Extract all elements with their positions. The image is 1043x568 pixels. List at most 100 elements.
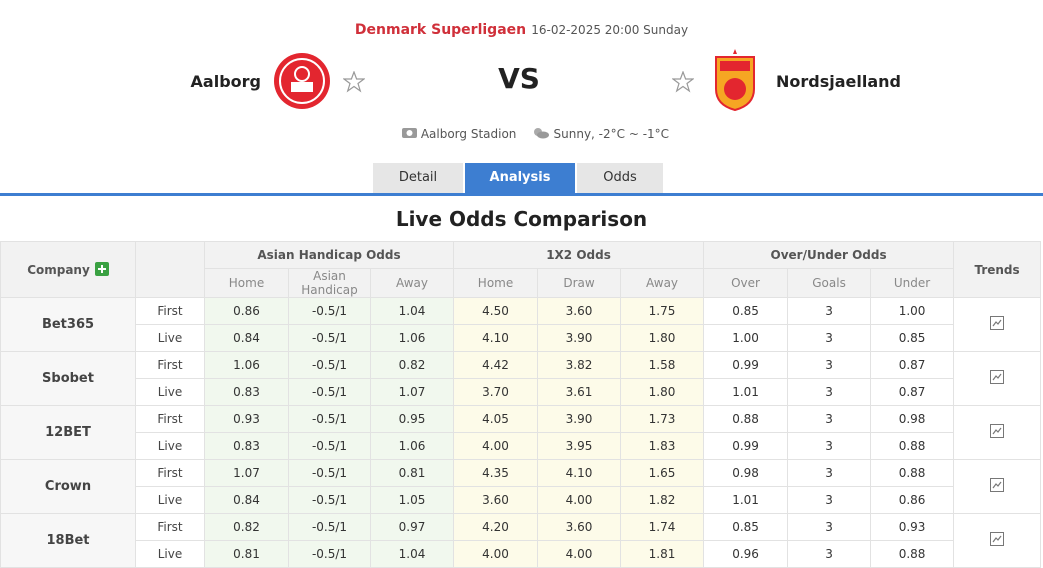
trend-icon[interactable] — [990, 370, 1005, 384]
odds-value: 3.70 — [453, 378, 539, 406]
odds-value: -0.5/1 — [288, 486, 371, 514]
trends-cell — [953, 351, 1042, 406]
odds-value: 3 — [787, 432, 872, 460]
odds-value: 4.10 — [537, 459, 622, 487]
odds-value: 0.83 — [204, 432, 289, 460]
column-header: Under — [870, 268, 955, 298]
expand-icon[interactable] — [94, 262, 109, 276]
column-header: Home — [204, 268, 289, 298]
odds-value: 3 — [787, 513, 872, 541]
odds-value: 0.85 — [703, 513, 789, 541]
match-meta: Denmark Superligaen 16-02-2025 20:00 Sun… — [0, 19, 1043, 38]
odds-value: 1.04 — [369, 540, 455, 568]
odds-value: -0.5/1 — [288, 405, 371, 433]
section-title: Live Odds Comparison — [395, 207, 648, 231]
odds-value: 0.85 — [703, 297, 789, 325]
venue: Aalborg Stadion — [420, 127, 517, 141]
odds-value: 0.88 — [703, 405, 789, 433]
odds-value: -0.5/1 — [288, 351, 371, 379]
odds-value: 3.95 — [537, 432, 622, 460]
odds-value: 3.90 — [537, 324, 622, 352]
odds-type: Live — [135, 432, 205, 460]
odds-value: 1.07 — [369, 378, 455, 406]
tab[interactable]: Detail — [373, 163, 463, 193]
trend-icon[interactable] — [990, 424, 1005, 438]
odds-value: 3 — [787, 324, 872, 352]
odds-value: 1.82 — [620, 486, 705, 514]
odds-row: Bet365 First 0.86 -0.5/1 1.04 4.50 3.60 1.75 0.8… — [0, 297, 1042, 352]
company: 18Bet — [0, 513, 136, 568]
odds-value: 1.74 — [620, 513, 705, 541]
odds-value: -0.5/1 — [288, 540, 371, 568]
away-logo — [715, 49, 755, 111]
odds-value: 1.01 — [703, 486, 789, 514]
odds-type: Live — [135, 540, 205, 568]
trends-cell — [953, 297, 1042, 352]
odds-value: 3.90 — [537, 405, 622, 433]
trend-icon[interactable] — [990, 316, 1005, 330]
odds-value: 1.81 — [620, 540, 705, 568]
header-row: Company Asian Handicap Odds 1X2 Odds Over/U… — [0, 241, 1042, 298]
tab-active[interactable]: Analysis — [465, 163, 575, 193]
odds-value: 3 — [787, 351, 872, 379]
odds-value: 0.82 — [369, 351, 455, 379]
odds-value: 1.07 — [204, 459, 289, 487]
odds-value: 0.98 — [703, 459, 789, 487]
venue-row: Aalborg Stadion Sunny, -2°C ~ -1°C — [402, 127, 669, 141]
column-header: Asian Handicap — [288, 268, 371, 298]
home-team: Aalborg — [190, 72, 261, 91]
odds-value: 0.81 — [369, 459, 455, 487]
odds-value: 4.42 — [453, 351, 539, 379]
company: Sbobet — [0, 351, 136, 406]
odds-value: 0.93 — [870, 513, 955, 541]
odds-value: 0.95 — [369, 405, 455, 433]
column-header: Over — [703, 268, 789, 298]
odds-value: 0.98 — [870, 405, 955, 433]
odds-value: 4.00 — [537, 540, 622, 568]
odds-value: 3.61 — [537, 378, 622, 406]
column-header: Home — [453, 268, 539, 298]
odds-value: 0.86 — [204, 297, 289, 325]
favorite-star[interactable] — [672, 71, 694, 93]
trend-icon[interactable] — [990, 478, 1005, 492]
odds-type: Live — [135, 324, 205, 352]
odds-row: Sbobet First 1.06 -0.5/1 0.82 4.42 3.82 1.58 0.9… — [0, 351, 1042, 406]
odds-row: Live 0.81 -0.5/1 1.04 4.00 4.00 1.81 0.96 3 0.88 — [1, 540, 1041, 568]
odds-value: 0.81 — [204, 540, 289, 568]
odds-value: 0.82 — [204, 513, 289, 541]
odds-value: 0.96 — [703, 540, 789, 568]
odds-value: 1.75 — [620, 297, 705, 325]
odds-value: 4.20 — [453, 513, 539, 541]
odds-value: 3 — [787, 540, 872, 568]
odds-value: -0.5/1 — [288, 297, 371, 325]
odds-value: -0.5/1 — [288, 459, 371, 487]
odds-value: 4.50 — [453, 297, 539, 325]
odds-value: 0.84 — [204, 486, 289, 514]
odds-value: 1.58 — [620, 351, 705, 379]
odds-value: 3 — [787, 297, 872, 325]
weather: Sunny, -2°C ~ -1°C — [553, 127, 670, 141]
odds-value: 0.99 — [703, 432, 789, 460]
odds-row: Crown First 1.07 -0.5/1 0.81 4.35 4.10 1.65 0.98… — [0, 459, 1042, 514]
company-header-text: Company — [27, 263, 90, 277]
odds-value: 3 — [787, 378, 872, 406]
odds-value: 1.04 — [369, 297, 455, 325]
odds-value: 3.60 — [537, 513, 622, 541]
odds-value: 0.83 — [204, 378, 289, 406]
tab-underline — [0, 193, 1043, 196]
odds-type: First — [135, 351, 205, 379]
odds-value: 3.82 — [537, 351, 622, 379]
tab[interactable]: Odds — [577, 163, 663, 193]
odds-value: 1.01 — [703, 378, 789, 406]
odds-value: 4.05 — [453, 405, 539, 433]
odds-value: 1.00 — [703, 324, 789, 352]
odds-value: 4.00 — [453, 432, 539, 460]
odds-type: Live — [135, 486, 205, 514]
trend-icon[interactable] — [990, 532, 1005, 546]
odds-value: 0.97 — [369, 513, 455, 541]
odds-value: 0.87 — [870, 351, 955, 379]
type-header — [135, 241, 205, 298]
group-header: Over/Under Odds — [703, 241, 955, 269]
favorite-star[interactable] — [343, 71, 365, 93]
